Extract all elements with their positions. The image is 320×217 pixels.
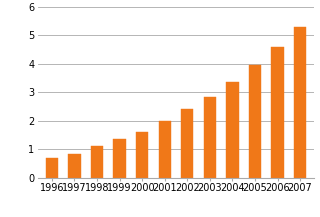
Bar bbox=[294, 27, 306, 178]
Bar bbox=[136, 132, 148, 178]
Bar bbox=[226, 82, 239, 178]
Bar bbox=[271, 46, 284, 178]
Bar bbox=[113, 139, 126, 178]
Bar bbox=[46, 158, 58, 178]
Bar bbox=[158, 121, 171, 178]
Bar bbox=[204, 97, 216, 178]
Bar bbox=[181, 109, 194, 178]
Bar bbox=[68, 154, 81, 178]
Bar bbox=[249, 65, 261, 178]
Bar bbox=[91, 146, 103, 178]
